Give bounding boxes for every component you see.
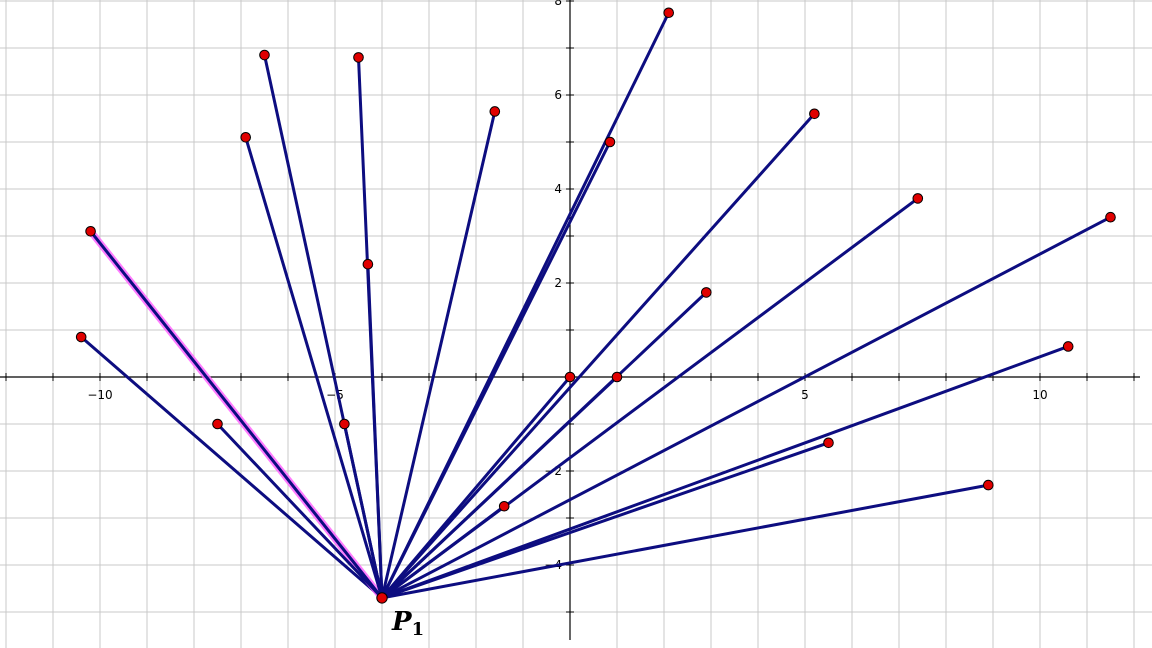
segment: [89, 229, 384, 600]
point: [259, 49, 270, 61]
segment: [79, 335, 384, 600]
y-tick-label: 2: [554, 276, 562, 290]
x-tick-label: 5: [801, 388, 809, 402]
point: [564, 371, 576, 383]
point: [823, 437, 834, 449]
point: [1105, 211, 1116, 223]
x-tick-label: −10: [87, 388, 112, 402]
point: [604, 136, 616, 148]
point: [611, 371, 623, 383]
segment: [366, 262, 384, 600]
segment: [244, 135, 384, 600]
point: [85, 226, 96, 237]
segment: [216, 422, 384, 600]
segment: [380, 483, 990, 600]
hub-point-label-main: P: [391, 607, 413, 637]
y-tick-label: 8: [554, 0, 562, 8]
point: [983, 479, 994, 491]
segment: [380, 112, 816, 600]
segment: [380, 290, 708, 600]
y-tick-label: 4: [554, 182, 562, 196]
segment: [380, 196, 920, 600]
points: [75, 7, 1116, 604]
segment: [342, 422, 384, 600]
segment: [380, 215, 1112, 600]
point: [489, 106, 501, 117]
point: [362, 258, 374, 270]
point: [809, 108, 820, 120]
point: [240, 132, 251, 143]
segment: [380, 11, 671, 600]
point: [75, 331, 87, 343]
x-tick-label: −5: [326, 388, 344, 402]
point: [498, 500, 510, 512]
point: [1062, 341, 1074, 352]
point: [663, 7, 675, 19]
segment: [380, 344, 1070, 600]
point: [339, 418, 350, 430]
hub-point-label-subscript: 1: [412, 619, 425, 640]
x-tick-label: 10: [1032, 388, 1047, 402]
point: [701, 287, 712, 298]
point: [912, 193, 924, 204]
y-tick-label: 6: [554, 88, 562, 102]
point: [212, 418, 223, 430]
segments: [79, 11, 1112, 602]
hub-point-label: P1: [391, 607, 424, 640]
hub-point: [376, 592, 388, 604]
segment: [380, 109, 497, 600]
point: [353, 52, 364, 63]
